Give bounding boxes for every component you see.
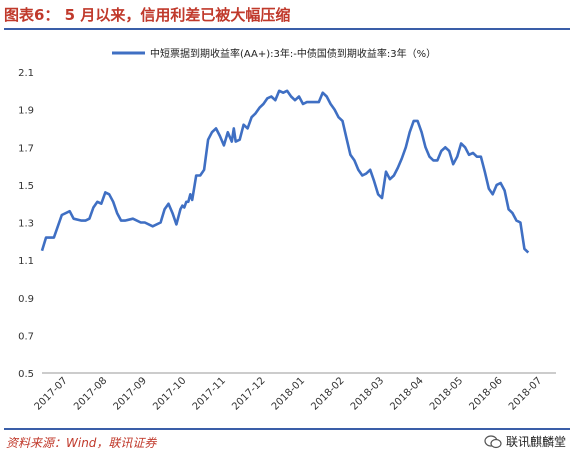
x-tick-label: 2018-02 bbox=[309, 375, 346, 412]
x-tick-label: 2017-08 bbox=[72, 375, 109, 412]
x-axis: 2017-07 2017-08 2017-09 2017-10 2017-11 2017-… bbox=[33, 372, 556, 413]
chart-title: 图表6： 5 月以来，信用利差已被大幅压缩 bbox=[4, 4, 290, 25]
y-tick-label: 2.1 bbox=[18, 68, 34, 79]
title-text: 5 月以来，信用利差已被大幅压缩 bbox=[64, 6, 291, 24]
x-tick-label: 2017-09 bbox=[112, 375, 149, 412]
x-tick-label: 2018-01 bbox=[270, 375, 307, 412]
legend: 中短票据到期收益率(AA+):3年:-中债国债到期收益率:3年（%） bbox=[112, 47, 436, 60]
title-divider bbox=[4, 28, 570, 30]
y-tick-label: 0.7 bbox=[18, 331, 34, 342]
x-tick-label: 2017-10 bbox=[151, 375, 188, 412]
footer-divider bbox=[4, 428, 570, 430]
watermark: 联讯麒麟堂 bbox=[484, 433, 566, 450]
x-tick-label: 2018-04 bbox=[388, 375, 425, 412]
x-tick-label: 2018-03 bbox=[349, 375, 386, 412]
y-tick-label: 0.5 bbox=[18, 369, 34, 380]
y-tick-label: 1.1 bbox=[18, 256, 34, 267]
figure-number: 图表6： bbox=[4, 6, 60, 24]
wechat-icon bbox=[484, 434, 502, 448]
line-chart: 中短票据到期收益率(AA+):3年:-中债国债到期收益率:3年（%） 0.50.… bbox=[18, 47, 556, 413]
x-tick-label: 2017-07 bbox=[33, 375, 70, 412]
x-tick-label: 2018-07 bbox=[507, 375, 544, 412]
legend-label: 中短票据到期收益率(AA+):3年:-中债国债到期收益率:3年（%） bbox=[150, 47, 436, 60]
plot-area bbox=[40, 89, 530, 254]
watermark-text: 联讯麒麟堂 bbox=[505, 435, 566, 449]
y-tick-label: 1.9 bbox=[18, 106, 34, 117]
x-tick-label: 2018-06 bbox=[467, 375, 504, 412]
y-tick-label: 1.7 bbox=[18, 143, 34, 154]
y-tick-label: 0.9 bbox=[18, 294, 34, 305]
y-tick-label: 1.5 bbox=[18, 181, 34, 192]
y-axis: 0.5 0.7 0.9 1.1 1.3 1.5 1.7 1.9 2.1 bbox=[18, 68, 34, 380]
y-tick-label: 1.3 bbox=[18, 219, 34, 230]
x-tick-label: 2018-05 bbox=[428, 375, 465, 412]
source-note: 资料来源：Wind，联讯证券 bbox=[6, 436, 157, 450]
x-tick-label: 2017-12 bbox=[230, 375, 267, 412]
series-line bbox=[40, 89, 530, 254]
x-tick-label: 2017-11 bbox=[191, 375, 228, 412]
